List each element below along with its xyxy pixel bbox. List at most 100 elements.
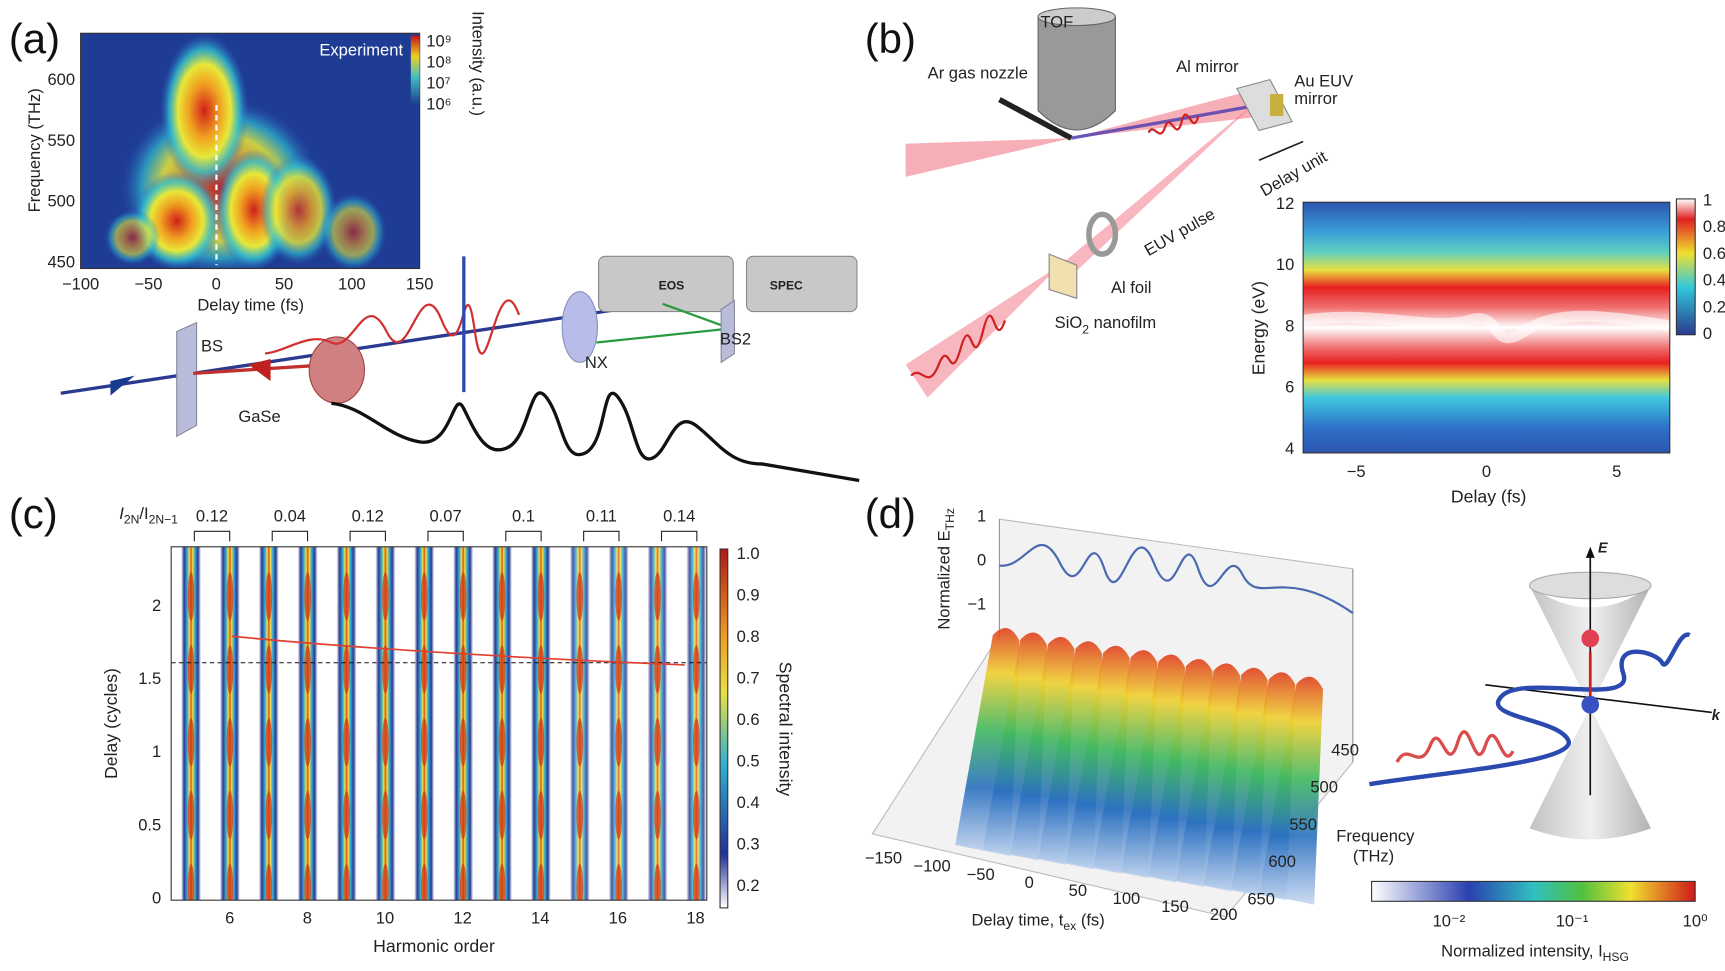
frame <box>170 546 708 901</box>
colorbar <box>1675 198 1696 336</box>
stripe-peak <box>226 572 234 621</box>
heatmap-title: Experiment <box>319 40 403 59</box>
tick-label: 1 <box>977 506 986 525</box>
stripe-peak <box>537 863 545 901</box>
panel-label: (d) <box>865 490 916 537</box>
stripe-peak <box>304 717 311 767</box>
tick-label: 0.2 <box>737 876 760 895</box>
tick-label: −1 <box>967 595 986 614</box>
tick-label: 0.3 <box>737 835 760 854</box>
component-label: TOF <box>1040 13 1073 32</box>
bracket <box>271 530 309 542</box>
ratio: 0.12 <box>196 506 228 525</box>
stripe-peak <box>693 645 700 694</box>
y-axis-label: Energy (eV) <box>1248 281 1268 375</box>
component-label: Al mirror <box>1176 57 1239 76</box>
tick-label: −5 <box>1347 462 1366 481</box>
stripe-peak <box>459 790 467 840</box>
tick-label: 8 <box>303 908 312 927</box>
tick-label: −50 <box>967 865 995 884</box>
stripe-peak <box>498 572 506 621</box>
tick-label: −100 <box>62 274 99 293</box>
tick-label: 650 <box>1247 889 1275 908</box>
frame <box>1302 201 1671 454</box>
y-axis-label: Frequency (THz) <box>25 88 44 212</box>
stripe-peak <box>265 863 273 901</box>
tick-label: 1.5 <box>138 669 161 688</box>
stripe-peak <box>615 790 622 840</box>
tick-label: 450 <box>47 252 75 271</box>
stripe-peak <box>226 790 234 840</box>
component-label: SiO2 nanofilm <box>1055 313 1157 337</box>
tick-label: 10⁻¹ <box>1556 912 1589 931</box>
bracket <box>193 530 231 542</box>
stripe-peak <box>537 717 545 767</box>
stripe-peak <box>420 717 428 767</box>
bracket <box>349 530 386 542</box>
stripe-peak <box>420 863 428 901</box>
tick-label: 0.8 <box>737 627 760 646</box>
stripe-peak <box>576 645 584 694</box>
heatmap-b <box>1302 202 1671 453</box>
stripe-peak <box>382 790 389 840</box>
stripe-peak <box>265 645 273 694</box>
stripe-peak <box>265 572 273 621</box>
tick-label: 0 <box>212 274 221 293</box>
tick-label: 10⁸ <box>426 52 451 71</box>
stripe-peak <box>693 717 700 767</box>
text: 2 <box>1082 323 1089 337</box>
stripe-peak <box>226 863 234 901</box>
tick-label: −50 <box>134 274 162 293</box>
tick-label: 2 <box>152 596 161 615</box>
tick-label: 0 <box>1482 462 1491 481</box>
tick-label: −150 <box>865 849 902 868</box>
ratio: 0.14 <box>663 506 695 525</box>
component-label: mirror <box>1294 89 1338 108</box>
stripe-peak <box>382 645 389 694</box>
tick-label: 600 <box>1268 852 1296 871</box>
component-label: NX <box>585 353 608 372</box>
tick-label: 6 <box>225 908 234 927</box>
x-axis-label: Harmonic order <box>373 936 495 956</box>
heatmap-a <box>80 33 420 269</box>
stripe-peak <box>576 863 584 901</box>
stripe-peak <box>537 572 545 621</box>
tick-label: 0.4 <box>1703 271 1725 290</box>
stripe-peak <box>459 863 467 901</box>
stripe-peak <box>304 572 311 621</box>
colorbar-title: Intensity (a.u.) <box>469 11 488 116</box>
stripe-peak <box>498 863 506 901</box>
colorbar <box>410 35 420 106</box>
tick-label: 16 <box>609 908 627 927</box>
text: SiO <box>1055 313 1083 332</box>
freq-label: Frequency <box>1336 827 1415 846</box>
surface-d <box>871 518 1354 918</box>
text: Normalized intensity, I <box>1441 942 1603 961</box>
colorbar-label: Normalized intensity, IHSG <box>1441 942 1629 964</box>
tick-label: −100 <box>913 857 950 876</box>
tick-label: 10⁹ <box>426 31 452 50</box>
tick-label: 0.9 <box>737 585 760 604</box>
stripe-peak <box>382 572 389 621</box>
tick-label: 12 <box>453 908 471 927</box>
stripe-peak <box>343 645 350 694</box>
tick-label: 8 <box>1285 316 1294 335</box>
stripe-peak <box>265 717 273 767</box>
stripe-peak <box>187 790 195 840</box>
stripe-peak <box>576 790 584 840</box>
stripe-peak <box>226 645 234 694</box>
stripe-peak <box>693 863 700 901</box>
tick-label: 1 <box>1703 191 1712 210</box>
stripe-peak <box>187 645 195 694</box>
tick-label: 500 <box>47 192 75 211</box>
ratio-label: I2N/I2N−1 <box>119 504 178 526</box>
stripe-peak <box>654 572 661 621</box>
bracket <box>660 530 698 542</box>
tick-label: 0.8 <box>1703 217 1725 236</box>
stripe-peak <box>459 717 467 767</box>
tick-label: 10⁰ <box>1683 912 1708 931</box>
text: 2N−1 <box>149 513 179 527</box>
tick-label: 0 <box>977 551 986 570</box>
diagram-a <box>60 255 860 483</box>
tick-label: 4 <box>1285 439 1294 458</box>
